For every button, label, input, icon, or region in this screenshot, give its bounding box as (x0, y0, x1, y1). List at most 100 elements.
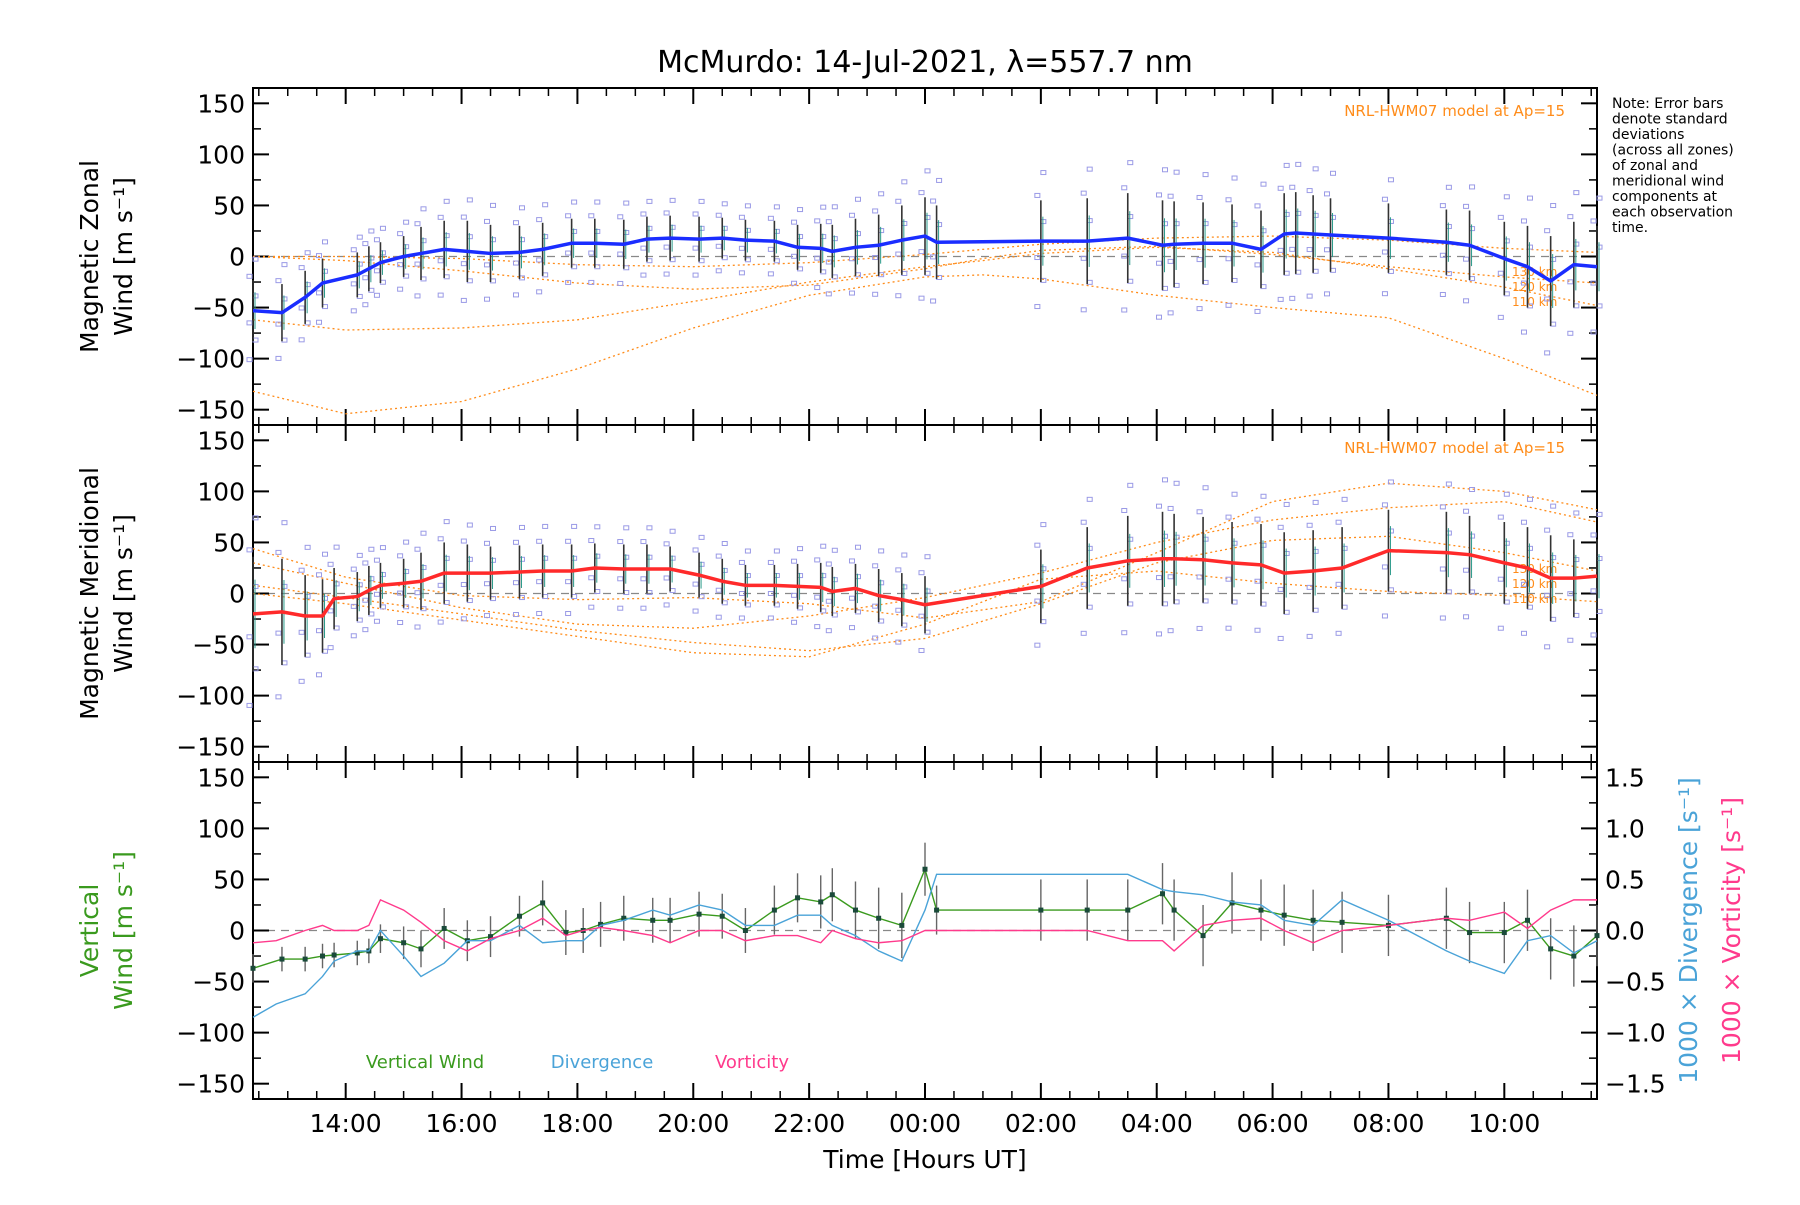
zone-sample (825, 561, 832, 567)
zone-sample (767, 591, 774, 596)
zone-sample (918, 613, 925, 619)
zone-sample (1497, 576, 1504, 582)
zone-sample (356, 234, 363, 240)
zone-sample (460, 261, 467, 267)
zone-sample (1254, 516, 1261, 522)
zone-sample (1156, 192, 1163, 198)
vertical-wind-point (1125, 907, 1131, 913)
altitude-label: 110 km (1512, 295, 1557, 309)
zone-sample (373, 618, 380, 624)
zone-sample (322, 551, 329, 557)
y-tick-label: 50 (213, 191, 245, 220)
zone-sample (738, 245, 745, 251)
zone-sample (663, 541, 670, 547)
vertical-wind-point (934, 907, 940, 913)
vertical-wind-point (540, 900, 546, 906)
zone-sample (1295, 161, 1302, 167)
vertical-wind-point (899, 922, 905, 928)
y-tick-label: 0 (229, 243, 245, 272)
zone-sample (1225, 514, 1232, 520)
zone-sample (895, 639, 902, 645)
vorticity-axis-label: 1000 × Vorticity [s⁻¹] (1717, 797, 1746, 1064)
zone-sample (918, 190, 925, 196)
zone-sample (565, 213, 572, 219)
vertical-wind-point (829, 892, 835, 898)
zone-sample (275, 549, 282, 555)
zone-sample (1121, 253, 1128, 259)
zone-sample (895, 607, 902, 613)
zone-sample (460, 214, 467, 220)
vertical-wind-point (488, 934, 494, 940)
zone-sample (246, 634, 253, 640)
zone-sample (246, 320, 253, 326)
vertical-wind-point (771, 907, 777, 913)
vertical-wind-point (1524, 917, 1530, 923)
zone-sample (715, 553, 722, 559)
zone-sample (872, 603, 879, 609)
zone-sample (518, 205, 525, 211)
zone-sample (350, 566, 357, 572)
zone-sample (1324, 191, 1331, 197)
zone-sample (1196, 625, 1203, 631)
panel-vertical: 150 100 50 0 −50 −100 −150 14:00 16:00 18:00 20:00… (75, 761, 1746, 1138)
vertical-wind-point (516, 913, 522, 919)
zone-sample (848, 558, 855, 564)
zone-sample (825, 598, 832, 604)
zone-sample (397, 231, 404, 237)
zone-sample (414, 624, 421, 630)
zone-sample (698, 534, 705, 540)
zone-sample (350, 247, 357, 253)
zone-sample (1520, 329, 1527, 335)
vertical-wind-point (795, 895, 801, 901)
model-curve (252, 246, 1598, 331)
zone-sample (895, 251, 902, 257)
zone-sample (316, 572, 323, 578)
zone-sample (1173, 480, 1180, 486)
zone-sample (1289, 246, 1296, 252)
y2-tick-label: 1.5 (1605, 763, 1645, 792)
vertical-wind-point (876, 915, 882, 921)
zone-sample (1167, 505, 1174, 511)
zone-sample (1497, 314, 1504, 320)
zone-sample (738, 214, 745, 220)
zone-sample (848, 290, 855, 296)
zone-sample (1573, 190, 1580, 196)
zone-sample (1544, 592, 1551, 598)
y-tick-label: 150 (197, 763, 245, 792)
y-tick-label: 150 (197, 89, 245, 118)
vertical-wind-point (1084, 907, 1090, 913)
zone-sample (738, 591, 745, 596)
zone-sample (1439, 504, 1446, 510)
zone-sample (1121, 507, 1128, 513)
zone-sample (663, 271, 670, 277)
zone-sample (362, 627, 369, 633)
zone-sample (738, 615, 745, 621)
zone-sample (588, 604, 595, 610)
vertical-wind-point (742, 928, 748, 933)
y-tick-label: −100 (176, 1019, 245, 1048)
vertical-wind-point (719, 913, 725, 919)
zone-sample (594, 199, 601, 205)
zone-sample (1463, 256, 1470, 262)
zone-sample (1341, 496, 1348, 502)
zone-sample (512, 220, 519, 226)
zone-sample (571, 199, 578, 205)
zone-sample (298, 265, 305, 271)
zone-sample (512, 539, 519, 545)
vertical-wind-point (1229, 900, 1235, 906)
model-curve (252, 245, 1598, 290)
note-line: time. (1612, 220, 1648, 236)
zone-sample (512, 612, 519, 618)
zone-sample (698, 198, 705, 204)
zone-sample (814, 218, 821, 224)
panel-meridional: 150 100 50 0 −50 −100 −150 Magnetic Meridional W… (75, 424, 1603, 763)
zone-sample (791, 592, 798, 598)
zone-sample (767, 559, 774, 565)
y2-tick-label: 0.5 (1605, 865, 1645, 894)
zone-sample (1086, 166, 1093, 172)
y-axis-label: Vertical (75, 884, 104, 978)
zonal-wind-line (252, 231, 1598, 315)
zone-sample (738, 559, 745, 565)
zone-sample (327, 645, 334, 651)
